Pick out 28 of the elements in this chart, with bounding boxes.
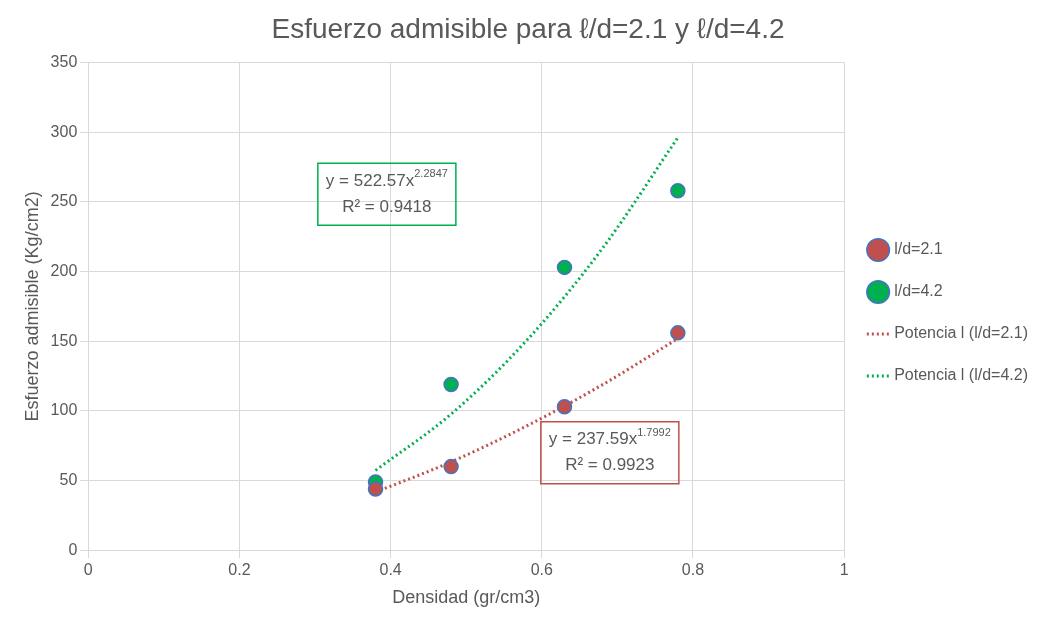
y-tick-label: 250 — [50, 192, 78, 210]
y-tick-label: 0 — [68, 540, 78, 558]
y-tick-label: 100 — [50, 401, 78, 419]
point — [556, 398, 573, 415]
y-axis-title: Esfuerzo admisible (Kg/cm2) — [21, 191, 42, 422]
x-tick-label: 0.2 — [228, 561, 251, 579]
legend-label: l/d=2.1 — [894, 240, 943, 258]
y-tick-label: 200 — [50, 261, 78, 279]
y-tick-label: 150 — [50, 331, 78, 349]
chart-title: Esfuerzo admisible para ℓ/d=2.1 y ℓ/d=4.2 — [271, 12, 785, 44]
y-tick-label: 300 — [50, 122, 78, 140]
point — [670, 183, 686, 199]
x-tick-label: 0.8 — [681, 561, 705, 579]
y-tick-label: 350 — [50, 53, 78, 71]
point — [670, 325, 686, 341]
x-axis-title: Densidad (gr/cm3) — [392, 587, 541, 608]
point — [443, 458, 459, 475]
x-tick-label: 0 — [83, 561, 93, 579]
x-tick-label: 0.6 — [530, 561, 554, 579]
legend-label: Potencia l (l/d=2.1) — [894, 324, 1029, 342]
point — [443, 376, 459, 393]
legend-label: Potencia l (l/d=4.2) — [894, 366, 1029, 384]
point — [556, 259, 573, 276]
y-tick-label: 50 — [59, 470, 78, 488]
point — [367, 481, 384, 497]
legend-label: l/d=4.2 — [894, 282, 943, 300]
x-tick-label: 1 — [839, 561, 849, 579]
x-tick-label: 0.4 — [379, 561, 402, 579]
